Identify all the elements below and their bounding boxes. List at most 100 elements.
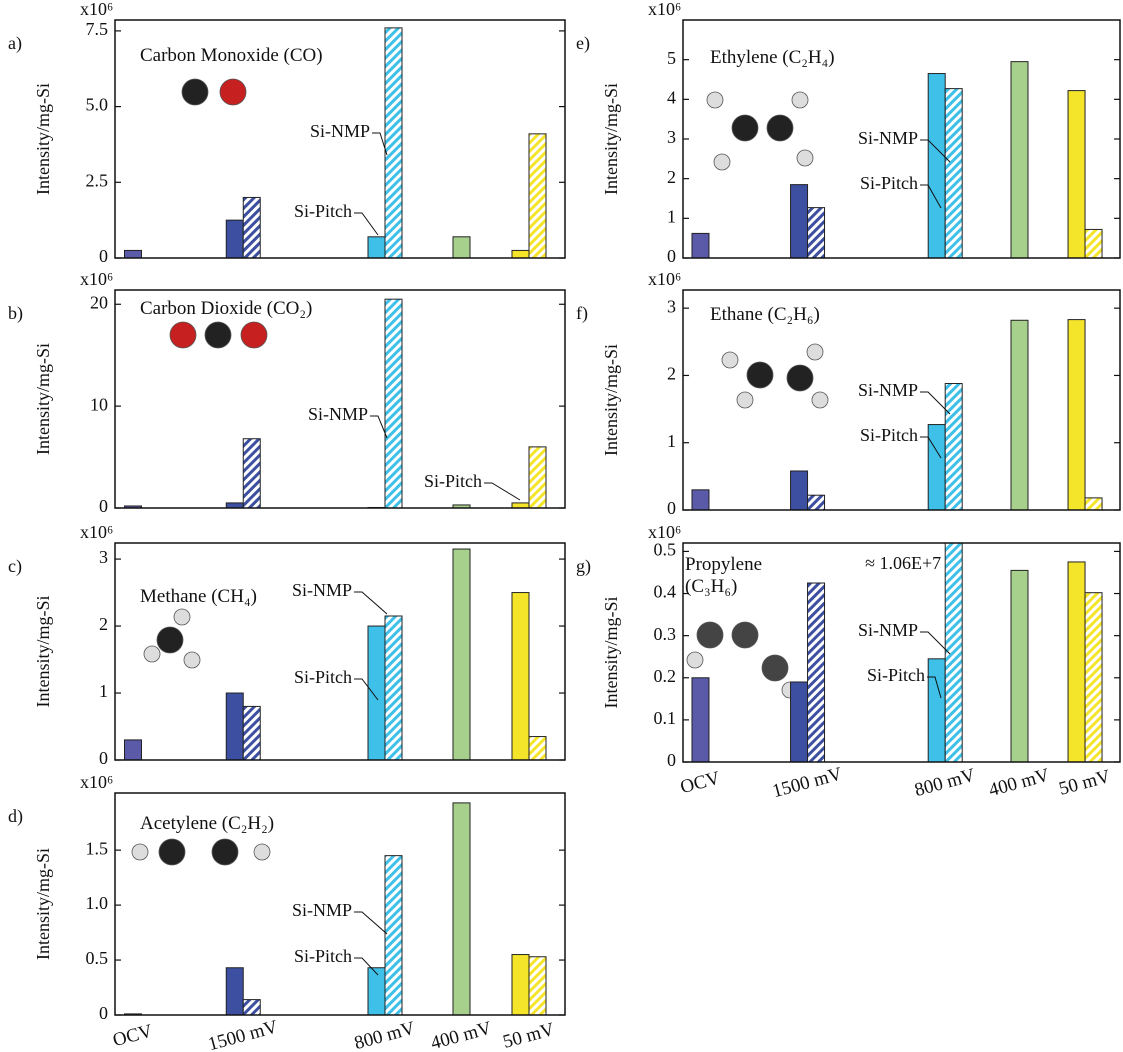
y-tick-label: 2	[667, 364, 676, 384]
bars	[692, 62, 1102, 258]
scale-label: x10⁶	[80, 0, 113, 19]
y-tick-label: 5	[667, 48, 676, 68]
y-tick-label: 0	[667, 750, 676, 770]
x-tick-label: 50 mV	[501, 1019, 557, 1052]
molecule-atom	[707, 92, 723, 108]
y-tick-label: 0	[99, 496, 108, 516]
bar	[512, 593, 529, 760]
bar	[1068, 91, 1085, 258]
leader-line	[354, 213, 378, 235]
bar	[791, 682, 808, 762]
legend-label: Si-NMP	[858, 380, 918, 400]
y-tick-label: 0	[99, 748, 108, 768]
figure: a)x10⁶Intensity/mg-Si02.55.07.5Si-PitchS…	[0, 0, 1123, 1052]
bar	[1085, 229, 1102, 258]
bar	[1011, 62, 1028, 258]
y-tick-label: 5.0	[86, 95, 109, 115]
y-tick-label: 0	[667, 246, 676, 266]
y-axis-label: Intensity/mg-Si	[601, 83, 621, 195]
panel-label: b)	[8, 303, 23, 324]
legend-label: Si-Pitch	[860, 425, 918, 445]
bar	[512, 250, 529, 258]
panel-title: Carbon Dioxide (CO₂)	[140, 298, 440, 320]
bar	[1085, 593, 1102, 762]
leader-line	[354, 912, 387, 934]
molecule-atom	[144, 646, 160, 662]
panel-title: Carbon Monoxide (CO)	[140, 45, 440, 67]
legend-label: Si-Pitch	[867, 665, 925, 685]
bar	[808, 583, 825, 762]
molecule-atom	[254, 844, 270, 860]
molecule-atom	[787, 365, 813, 391]
value-label: ≈ 1.06E+7	[865, 553, 941, 573]
x-tick-label: 400 mV	[429, 1018, 494, 1052]
bar	[529, 134, 546, 258]
bar	[125, 740, 142, 760]
legend-label: Si-NMP	[858, 620, 918, 640]
y-tick-label: 0.5	[654, 540, 677, 560]
y-tick-label: 1	[99, 681, 108, 701]
scale-label: x10⁶	[648, 269, 681, 289]
y-axis-label: Intensity/mg-Si	[33, 343, 53, 455]
bar	[1068, 320, 1085, 510]
panel-title: Ethane (C₂H₆)	[710, 304, 1010, 326]
panel-label: a)	[8, 33, 22, 54]
molecule-atom	[767, 115, 793, 141]
molecule-atom	[812, 392, 828, 408]
y-tick-label: 0.2	[654, 666, 677, 686]
y-tick-label: 1	[667, 431, 676, 451]
bar	[226, 693, 243, 760]
x-tick-label: OCV	[678, 767, 722, 798]
panel-title: Ethylene (C₂H₄)	[710, 47, 1010, 69]
y-axis-label: Intensity/mg-Si	[601, 344, 621, 456]
x-tick-label: 50 mV	[1057, 766, 1113, 800]
leader-line	[370, 416, 387, 438]
y-tick-label: 0	[667, 498, 676, 518]
bar	[791, 185, 808, 258]
molecule-atom	[132, 844, 148, 860]
bar	[368, 626, 385, 760]
molecule-atom	[157, 627, 183, 653]
bar	[243, 706, 260, 760]
bar	[808, 208, 825, 258]
bar	[385, 616, 402, 760]
bar	[453, 549, 470, 760]
x-tick-label: 800 mV	[912, 765, 977, 801]
bar	[243, 439, 260, 508]
legend-label: Si-NMP	[292, 900, 352, 920]
molecule-atom	[182, 79, 208, 105]
molecule-atom	[762, 655, 788, 681]
bar	[368, 968, 385, 1015]
panel-label: f)	[576, 303, 588, 324]
molecule-atom	[241, 322, 267, 348]
bar	[928, 425, 945, 510]
bar	[226, 220, 243, 258]
y-axis-label: Intensity/mg-Si	[33, 83, 53, 195]
plot-frame	[115, 543, 565, 760]
y-tick-label: 0	[99, 1003, 108, 1023]
y-tick-label: 3	[667, 296, 676, 316]
scale-label: x10⁶	[648, 0, 681, 19]
bar	[385, 856, 402, 1015]
bar	[808, 495, 825, 510]
panel-label: d)	[8, 806, 23, 827]
bar	[453, 237, 470, 258]
bar	[1068, 562, 1085, 762]
y-tick-label: 3	[99, 547, 108, 567]
bars	[692, 320, 1102, 510]
molecule-atom	[212, 839, 238, 865]
panel-label: g)	[576, 556, 591, 577]
scale-label: x10⁶	[80, 772, 113, 792]
bar	[928, 74, 945, 258]
y-tick-label: 4	[667, 87, 676, 107]
bar	[1011, 320, 1028, 510]
molecule-atom	[722, 352, 738, 368]
x-tick-label: 1500 mV	[770, 763, 845, 802]
molecule-atom	[220, 79, 246, 105]
molecule-atom	[159, 839, 185, 865]
legend-label: Si-Pitch	[294, 946, 352, 966]
bar	[945, 89, 962, 258]
bar	[928, 659, 945, 762]
x-tick-label: 400 mV	[987, 765, 1052, 801]
bar	[529, 737, 546, 760]
